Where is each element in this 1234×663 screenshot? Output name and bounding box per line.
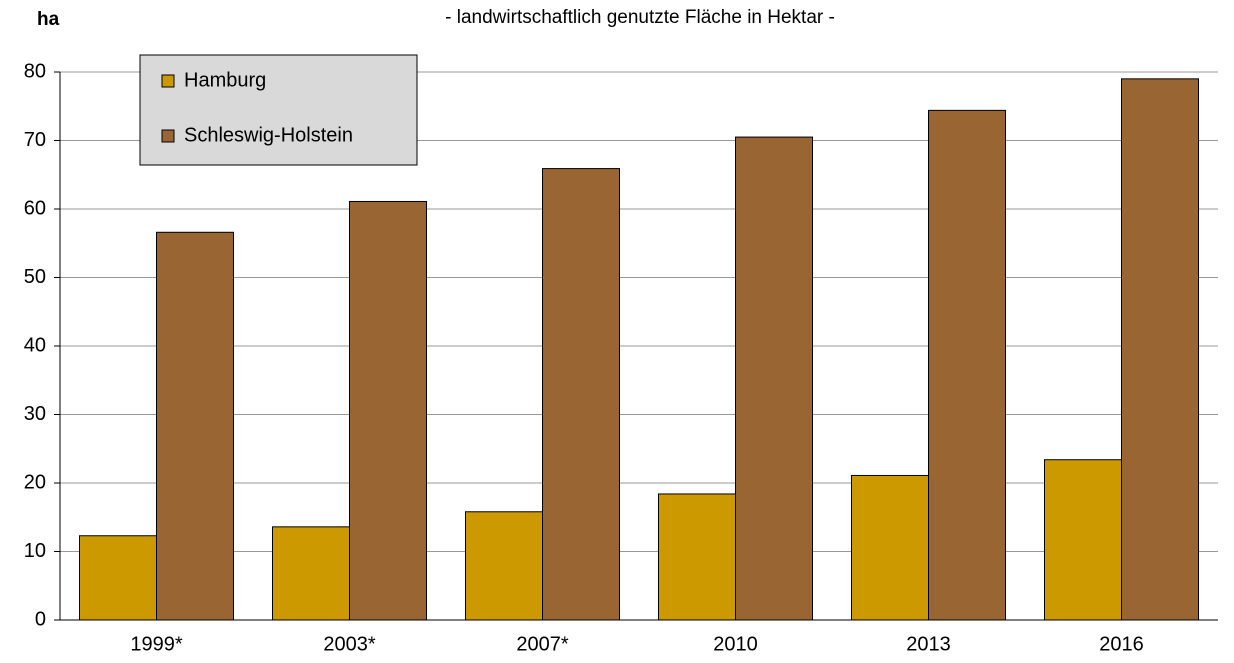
bar — [349, 200, 427, 621]
x-tick-label: 2007* — [516, 633, 568, 655]
x-tick-label: 1999* — [130, 633, 182, 655]
legend-label: Hamburg — [184, 69, 266, 91]
bar — [79, 535, 157, 621]
bar — [465, 511, 543, 621]
y-tick-label: 60 — [24, 197, 46, 219]
bar — [272, 526, 350, 621]
y-tick-label: 80 — [24, 60, 46, 82]
y-tick-label: 10 — [24, 540, 46, 562]
y-tick-label: 70 — [24, 129, 46, 151]
bar — [928, 109, 1006, 621]
legend-swatch — [161, 129, 175, 143]
y-tick-label: 50 — [24, 266, 46, 288]
bar — [1044, 459, 1122, 621]
bar — [735, 136, 813, 621]
y-tick-label: 0 — [35, 608, 46, 630]
bar — [542, 168, 620, 621]
bar — [658, 493, 736, 621]
x-tick-label: 2013 — [906, 633, 951, 655]
legend-box — [139, 54, 418, 166]
bar — [1121, 78, 1199, 621]
chart-title: - landwirtschaftlich genutzte Fläche in … — [445, 7, 835, 28]
legend: Hamburg Schleswig-Holstein — [139, 54, 418, 166]
x-tick-label: 2016 — [1099, 633, 1144, 655]
bar — [156, 231, 234, 621]
y-tick-label: 40 — [24, 334, 46, 356]
bar — [851, 474, 929, 621]
legend-label: Schleswig-Holstein — [184, 124, 353, 146]
y-axis-label: ha — [37, 9, 60, 30]
y-tick-label: 20 — [24, 471, 46, 493]
x-tick-label: 2010 — [713, 633, 758, 655]
y-tick-label: 30 — [24, 403, 46, 425]
legend-swatch — [161, 74, 175, 88]
x-tick-label: 2003* — [323, 633, 375, 655]
